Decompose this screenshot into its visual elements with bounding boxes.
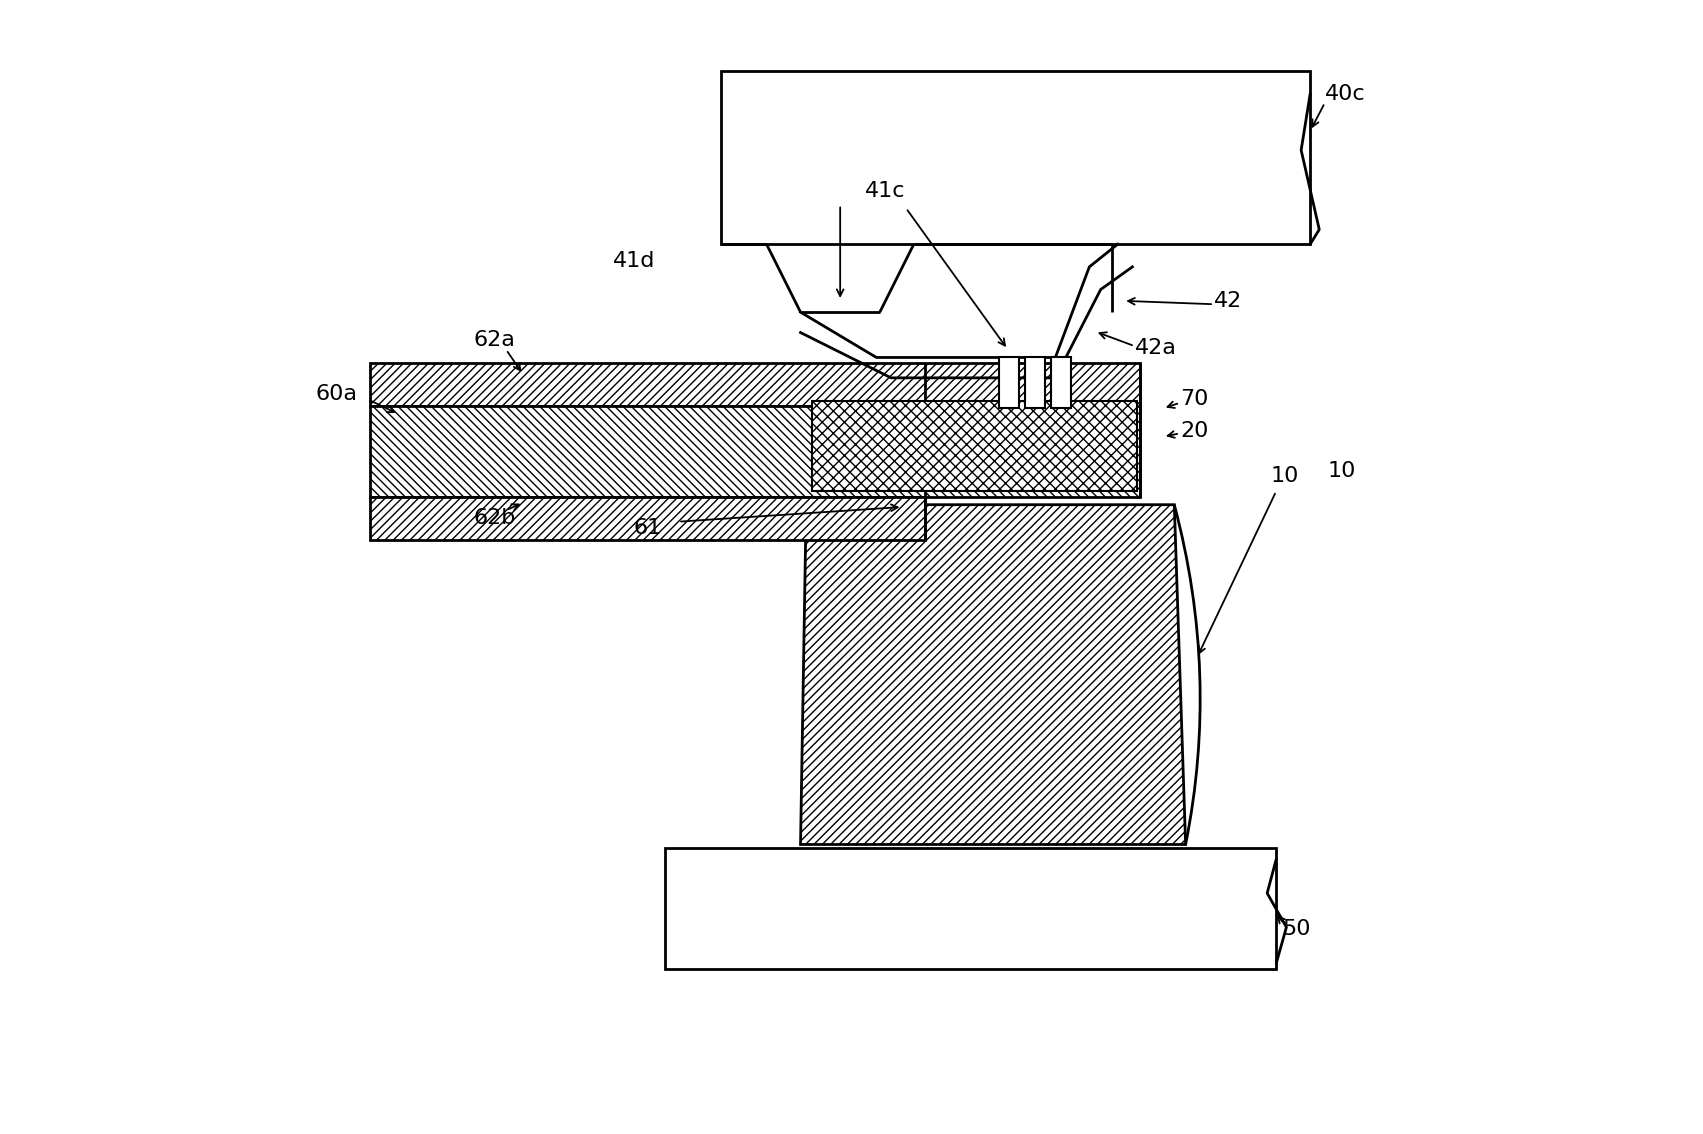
Text: 20: 20 (1180, 421, 1209, 441)
Text: 62a: 62a (473, 330, 516, 350)
Text: 41d: 41d (613, 252, 656, 271)
Text: 62b: 62b (473, 508, 516, 528)
Polygon shape (370, 363, 1141, 406)
Polygon shape (722, 71, 1310, 244)
Text: 40c: 40c (1325, 84, 1366, 103)
Polygon shape (1025, 357, 1046, 408)
Text: 42a: 42a (1134, 338, 1177, 358)
Polygon shape (998, 357, 1018, 408)
Polygon shape (812, 400, 1138, 491)
Text: 42: 42 (1214, 290, 1241, 311)
Text: 70: 70 (1180, 389, 1209, 409)
Polygon shape (370, 406, 1141, 497)
Text: 10: 10 (1327, 460, 1356, 481)
Polygon shape (370, 497, 925, 540)
Polygon shape (800, 505, 1185, 845)
Text: 50: 50 (1282, 920, 1310, 939)
Text: 10: 10 (1270, 466, 1299, 486)
Text: 41c: 41c (865, 181, 906, 201)
Text: 60a: 60a (315, 383, 358, 404)
Polygon shape (1051, 357, 1071, 408)
Text: 61: 61 (634, 518, 662, 539)
Polygon shape (664, 848, 1276, 970)
